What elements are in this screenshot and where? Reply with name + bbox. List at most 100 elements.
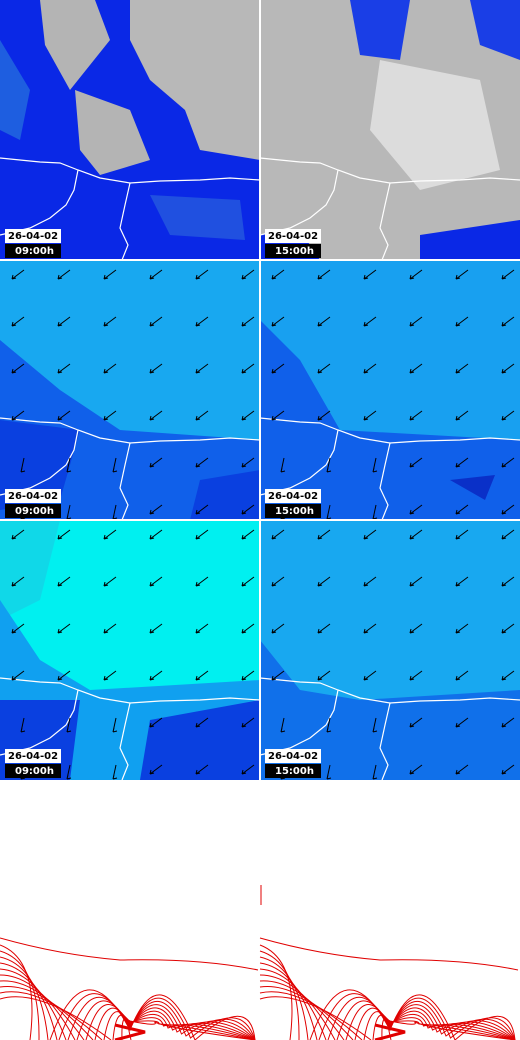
- wind-arrow: [57, 410, 71, 421]
- coastline: [0, 157, 261, 184]
- wind-arrow: [271, 670, 285, 681]
- time-label: 15:00h: [275, 506, 314, 517]
- coastline: [119, 442, 131, 521]
- wind-arrow: [363, 670, 377, 681]
- wind-arrow: [326, 764, 332, 780]
- coastline: [119, 182, 131, 261]
- labels: 26-04-02 09:00h 26-04-02 15:00h 26-04-02 09:0…: [5, 229, 321, 778]
- coastline: [379, 182, 391, 261]
- contour: [259, 996, 516, 1040]
- date-box: [5, 489, 61, 503]
- time-label: 09:00h: [15, 506, 54, 517]
- wind-arrow: [372, 717, 378, 733]
- contour: [259, 944, 516, 1040]
- contour: [259, 974, 516, 1040]
- wind-arrow: [241, 670, 255, 681]
- wind-arrow: [103, 576, 117, 587]
- wind-arrow: [241, 457, 255, 468]
- wind-arrow: [195, 576, 209, 587]
- wind-arrow: [501, 363, 515, 374]
- wind-arrow: [501, 504, 515, 515]
- contour: [259, 980, 516, 1040]
- wind-arrow: [280, 457, 286, 473]
- wind-arrow: [455, 269, 469, 280]
- date-box: [265, 749, 321, 763]
- wind-arrow: [501, 410, 515, 421]
- wind-arrow: [103, 269, 117, 280]
- wind-arrow: [103, 529, 117, 540]
- wind-arrow: [57, 269, 71, 280]
- wind-arrow: [455, 410, 469, 421]
- panel-backgrounds: [0, 0, 520, 780]
- wind-arrow: [103, 670, 117, 681]
- wind-arrow: [195, 269, 209, 280]
- contour: [374, 1023, 406, 1040]
- wind-arrow: [11, 623, 25, 634]
- contours: [0, 885, 519, 1040]
- wind-arrow: [409, 670, 423, 681]
- contour: [259, 937, 519, 971]
- wind-arrow: [195, 623, 209, 634]
- contour: [0, 985, 256, 1040]
- wind-arrow: [409, 363, 423, 374]
- wind-arrow: [271, 269, 285, 280]
- time-label: 15:00h: [275, 766, 314, 777]
- wind-arrow: [241, 717, 255, 728]
- date-label: 26-04-02: [268, 751, 318, 762]
- wind-arrow: [149, 623, 163, 634]
- time-box: [5, 764, 61, 778]
- wind-arrow: [195, 410, 209, 421]
- wind-arrow: [455, 504, 469, 515]
- wind-arrow: [455, 457, 469, 468]
- wind-arrow: [11, 576, 25, 587]
- wind-arrow: [195, 717, 209, 728]
- wind-arrow: [271, 363, 285, 374]
- wind-arrow: [112, 457, 118, 473]
- wind-arrow: [112, 764, 118, 780]
- wind-arrow: [241, 316, 255, 327]
- wind-arrow: [409, 410, 423, 421]
- wind-arrow: [363, 529, 377, 540]
- wind-arrow: [112, 717, 118, 733]
- coastline: [259, 677, 520, 704]
- coastline: [0, 677, 261, 704]
- contour: [0, 937, 259, 971]
- wind-arrow: [103, 363, 117, 374]
- wind-arrow: [501, 623, 515, 634]
- date-label: 26-04-02: [8, 751, 58, 762]
- wind-arrow: [409, 457, 423, 468]
- wind-arrow: [241, 504, 255, 515]
- wind-arrow: [363, 410, 377, 421]
- wind-arrow: [66, 504, 72, 520]
- wind-arrow: [66, 717, 72, 733]
- wind-arrow: [57, 316, 71, 327]
- wind-arrow: [241, 764, 255, 775]
- wind-arrow: [363, 576, 377, 587]
- wind-arrow: [455, 670, 469, 681]
- contour: [0, 991, 256, 1040]
- contour: [0, 980, 256, 1040]
- wind-arrow: [149, 410, 163, 421]
- date-box: [5, 229, 61, 243]
- wind-arrow: [317, 576, 331, 587]
- wind-arrow: [149, 363, 163, 374]
- coastline: [119, 702, 131, 781]
- wind-arrow: [363, 623, 377, 634]
- wind-arrow: [149, 269, 163, 280]
- wind-arrow: [11, 316, 25, 327]
- wind-arrow: [195, 363, 209, 374]
- wind-arrow: [455, 316, 469, 327]
- wind-arrow: [317, 316, 331, 327]
- time-box: [5, 244, 61, 258]
- contour: [259, 991, 516, 1040]
- wind-arrow: [11, 363, 25, 374]
- wind-arrow: [57, 623, 71, 634]
- time-box: [265, 504, 321, 518]
- wind-arrow: [501, 316, 515, 327]
- wind-arrow: [317, 670, 331, 681]
- wind-arrow: [271, 623, 285, 634]
- date-label: 26-04-02: [268, 231, 318, 242]
- wind-arrow: [409, 576, 423, 587]
- wind-arrow: [409, 623, 423, 634]
